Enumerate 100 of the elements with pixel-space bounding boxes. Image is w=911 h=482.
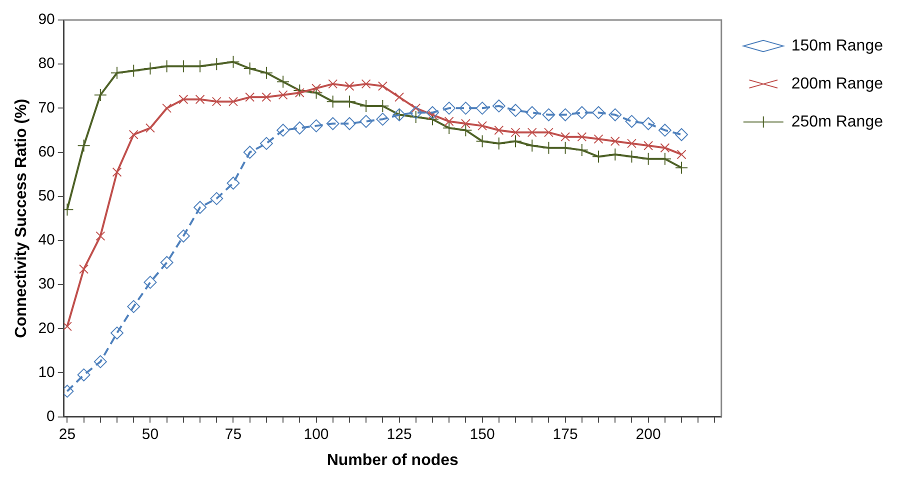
y-tick-label: 40 <box>38 232 55 249</box>
point <box>262 92 272 102</box>
point <box>342 117 356 130</box>
point <box>544 128 554 138</box>
point <box>527 128 537 138</box>
point <box>312 84 321 94</box>
point <box>245 92 255 102</box>
y-tick-label: 90 <box>38 11 55 28</box>
point <box>476 102 489 115</box>
point <box>444 116 454 126</box>
point <box>376 112 390 126</box>
point <box>642 117 655 130</box>
point <box>176 230 190 243</box>
point <box>460 118 470 128</box>
point <box>660 143 670 153</box>
point <box>77 368 90 382</box>
point <box>260 136 273 150</box>
point <box>344 81 354 91</box>
point <box>558 108 572 122</box>
y-tick-label: 50 <box>38 187 55 204</box>
point <box>310 119 323 132</box>
point <box>195 94 205 104</box>
point <box>426 106 439 120</box>
point <box>94 355 107 368</box>
point <box>575 144 588 157</box>
point <box>560 132 570 142</box>
point <box>112 167 122 177</box>
point <box>478 121 488 131</box>
point <box>212 96 222 106</box>
point <box>260 66 273 80</box>
point <box>378 81 388 91</box>
point <box>160 256 174 269</box>
point <box>625 114 638 128</box>
point <box>658 124 672 137</box>
point <box>328 79 338 89</box>
point <box>361 79 371 89</box>
point <box>442 102 456 115</box>
point <box>79 264 89 274</box>
point <box>276 75 290 88</box>
point <box>127 64 140 78</box>
x-axis-title: Number of nodes <box>326 452 459 469</box>
x-tick-label: 100 <box>304 426 329 443</box>
point <box>110 66 124 80</box>
point <box>194 200 207 214</box>
point <box>575 106 588 120</box>
point <box>610 136 620 146</box>
point <box>594 134 604 144</box>
point <box>243 146 256 159</box>
point <box>626 138 636 148</box>
point <box>510 128 520 138</box>
y-tick-label: 80 <box>38 55 55 72</box>
y-axis-title: Connectivity Success Ratio (%) <box>13 98 30 338</box>
y-tick-label: 70 <box>38 99 55 116</box>
point <box>94 88 107 102</box>
point <box>526 139 539 152</box>
point <box>310 86 323 100</box>
x-tick-label: 175 <box>552 426 578 443</box>
point <box>64 322 72 332</box>
point <box>360 114 373 128</box>
point <box>276 124 290 137</box>
point <box>625 150 638 164</box>
y-tick-label: 0 <box>46 408 55 425</box>
point <box>278 90 288 100</box>
point <box>394 92 404 102</box>
point <box>592 150 606 164</box>
point <box>426 112 439 126</box>
point <box>293 122 306 135</box>
point <box>110 326 124 340</box>
point <box>509 104 522 117</box>
y-tick-label: 60 <box>38 143 55 160</box>
point <box>676 150 686 160</box>
point <box>459 124 472 137</box>
x-tick-label: 125 <box>386 426 412 443</box>
point <box>608 108 622 122</box>
point <box>542 108 556 122</box>
point <box>592 106 606 120</box>
point <box>145 123 155 133</box>
point <box>526 106 539 120</box>
point <box>210 192 224 206</box>
point <box>144 276 157 289</box>
point <box>228 96 238 106</box>
point <box>128 130 138 140</box>
y-tick-label: 20 <box>38 320 55 337</box>
point <box>210 58 224 71</box>
point <box>476 134 489 148</box>
y-tick-label: 10 <box>38 364 55 381</box>
point <box>492 99 506 112</box>
y-tick-label: 30 <box>38 276 55 293</box>
point <box>162 103 172 113</box>
point <box>326 117 340 130</box>
point <box>77 139 90 152</box>
point <box>96 231 106 241</box>
point <box>127 300 140 314</box>
point <box>675 161 688 174</box>
x-tick-label: 25 <box>58 426 76 443</box>
point <box>226 55 240 68</box>
x-tick-label: 200 <box>636 426 661 443</box>
point <box>577 132 587 142</box>
point <box>494 125 504 135</box>
x-tick-label: 75 <box>224 426 242 443</box>
